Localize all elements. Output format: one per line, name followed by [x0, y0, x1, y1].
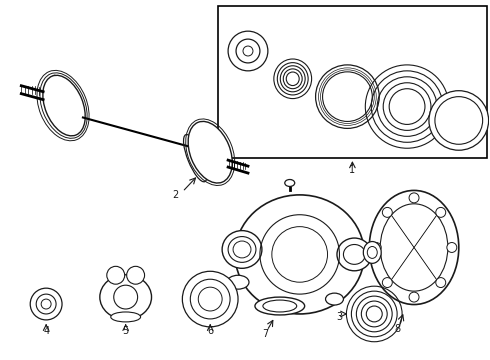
- Circle shape: [41, 299, 51, 309]
- Ellipse shape: [363, 242, 381, 264]
- Ellipse shape: [228, 237, 256, 262]
- Ellipse shape: [368, 247, 377, 258]
- Ellipse shape: [343, 244, 366, 264]
- Ellipse shape: [222, 231, 262, 268]
- Ellipse shape: [43, 75, 85, 136]
- Circle shape: [243, 46, 253, 56]
- Text: 8: 8: [394, 324, 400, 334]
- Ellipse shape: [100, 275, 151, 319]
- Text: 6: 6: [207, 326, 213, 336]
- Ellipse shape: [235, 195, 365, 314]
- Ellipse shape: [227, 275, 249, 289]
- Circle shape: [436, 207, 446, 217]
- Text: 4: 4: [43, 326, 49, 336]
- Circle shape: [447, 243, 457, 252]
- Ellipse shape: [337, 238, 372, 271]
- Circle shape: [190, 279, 230, 319]
- Ellipse shape: [369, 190, 459, 305]
- Circle shape: [228, 31, 268, 71]
- Circle shape: [198, 287, 222, 311]
- Text: 2: 2: [172, 190, 178, 200]
- Circle shape: [436, 278, 446, 288]
- Circle shape: [322, 72, 372, 121]
- Text: 5: 5: [122, 326, 129, 336]
- Ellipse shape: [325, 293, 343, 305]
- Circle shape: [127, 266, 145, 284]
- Circle shape: [316, 65, 379, 129]
- Text: 1: 1: [349, 165, 355, 175]
- Circle shape: [30, 288, 62, 320]
- Ellipse shape: [263, 300, 297, 312]
- Ellipse shape: [188, 121, 232, 183]
- Ellipse shape: [111, 312, 141, 322]
- Circle shape: [114, 285, 138, 309]
- Text: 7: 7: [262, 329, 268, 339]
- Ellipse shape: [255, 297, 305, 315]
- Circle shape: [182, 271, 238, 327]
- Circle shape: [409, 292, 419, 302]
- Circle shape: [429, 91, 489, 150]
- Circle shape: [36, 294, 56, 314]
- Circle shape: [382, 278, 392, 288]
- Circle shape: [382, 207, 392, 217]
- Ellipse shape: [233, 241, 251, 258]
- Circle shape: [371, 243, 381, 252]
- Ellipse shape: [285, 180, 294, 186]
- Circle shape: [435, 96, 483, 144]
- Bar: [218, 6, 487, 158]
- Circle shape: [409, 193, 419, 203]
- Circle shape: [236, 39, 260, 63]
- Text: 3: 3: [337, 312, 343, 322]
- Circle shape: [107, 266, 124, 284]
